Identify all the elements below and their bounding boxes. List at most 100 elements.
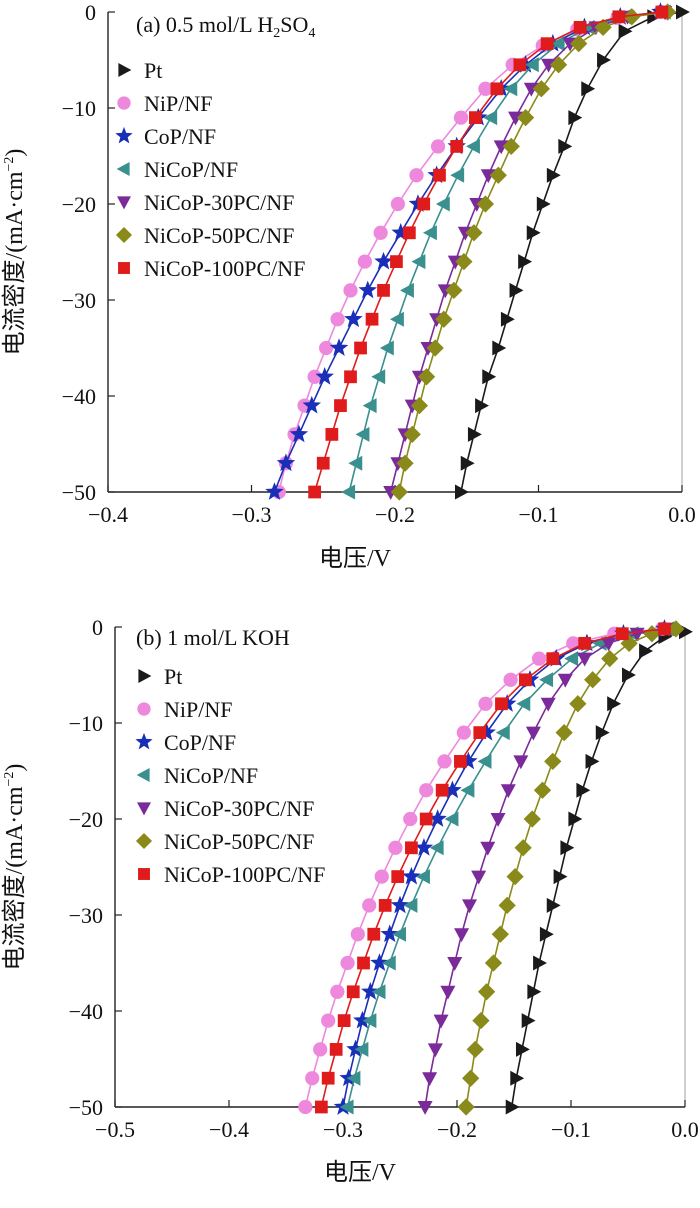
legend-label: NiP/NF [144,91,212,116]
data-point [456,725,471,740]
data-point [329,1043,343,1056]
data-point [519,673,532,687]
legend-label: NiP/NF [164,697,232,722]
data-point [430,139,446,154]
data-point [578,636,592,650]
data-point [577,652,593,667]
data-point [423,225,437,241]
y-tick-label: −50 [69,1095,103,1120]
data-point [455,484,469,500]
data-point [558,138,573,154]
x-tick-label: −0.4 [209,1117,249,1142]
data-point [475,398,489,414]
y-tick-label: −10 [69,711,103,736]
data-point [467,426,482,442]
data-point [403,811,418,827]
data-point [377,284,390,297]
data-point [298,1099,313,1115]
data-point [314,1100,328,1114]
data-point [540,697,556,712]
legend-marker-nip-nf [137,702,151,716]
x-tick-label: −0.3 [323,1117,363,1142]
data-point [533,781,552,799]
data-point [265,482,284,500]
legend: Pt NiP/NF CoP/NF NiCoP/NF NiCoP-30PC/NF NiCoP… [115,58,305,281]
data-point [515,1041,530,1057]
data-point [597,52,611,68]
x-axis-title: 电压/V [324,1159,397,1186]
series-nip-nf [271,4,668,500]
data-point [478,81,493,96]
data-point [390,895,410,914]
data-point [355,426,370,442]
data-point [533,955,547,971]
legend-label: NiCoP-100PC/NF [164,862,325,887]
data-point [490,813,506,827]
data-point [480,169,496,184]
series-nicop-50pc-nf [390,3,677,501]
legend: Pt NiP/NF CoP/NF NiCoP/NF NiCoP-30PC/NF NiCoP… [135,664,325,887]
legend-label: NiCoP-50PC/NF [164,829,314,854]
data-point [447,957,463,971]
x-tick-label: −0.2 [375,502,415,527]
data-point [450,140,464,153]
y-axis-title: 电流密度/(mA·cm−2) [1,764,28,971]
data-point [341,484,356,500]
data-point [655,5,669,19]
data-point [334,399,347,412]
data-point [454,755,467,768]
data-point [346,985,360,999]
data-point [316,456,330,470]
data-point [573,20,587,34]
data-point [354,1041,369,1057]
data-point [585,753,600,769]
data-point [457,1098,475,1116]
series-pt [505,624,693,1115]
data-point [365,312,379,326]
legend-label: Pt [144,58,162,83]
data-point [410,396,429,415]
data-point [362,898,377,913]
data-point [330,984,345,999]
data-point [321,1071,335,1085]
data-point [346,1070,361,1086]
y-tick-label: −20 [62,192,96,217]
data-point [618,23,633,39]
data-point [478,983,496,1001]
data-point [509,282,524,298]
data-point [500,784,516,799]
legend-marker-nicop-30pc-nf [117,196,131,210]
data-point [639,643,653,659]
legend-label: Pt [164,664,182,689]
data-point [516,108,535,127]
data-point [555,723,573,742]
series-nip-nf [298,621,670,1115]
data-point [482,369,497,385]
data-point [402,226,416,240]
data-point [337,1014,351,1027]
data-point [409,168,424,183]
data-point [526,225,541,241]
data-point [546,167,561,183]
series-cop-nf [333,619,674,1115]
data-point [403,897,418,913]
data-point [491,925,509,943]
data-point [362,398,377,414]
data-point [623,8,641,26]
series-nicop-100pc-nf [308,5,669,499]
data-point [462,899,478,914]
data-point [428,809,447,827]
data-point [505,1099,520,1115]
data-point [417,1101,433,1115]
data-point [549,56,568,74]
data-point [346,1039,365,1058]
x-tick-label: −0.3 [232,502,272,527]
data-point [419,783,434,798]
panel-title: (a) 0.5 mol/L H2SO4 [136,12,315,41]
data-point [568,811,583,827]
legend-label: NiCoP-50PC/NF [144,223,294,248]
data-point [531,651,547,666]
data-point [595,725,610,741]
data-point [544,752,562,771]
